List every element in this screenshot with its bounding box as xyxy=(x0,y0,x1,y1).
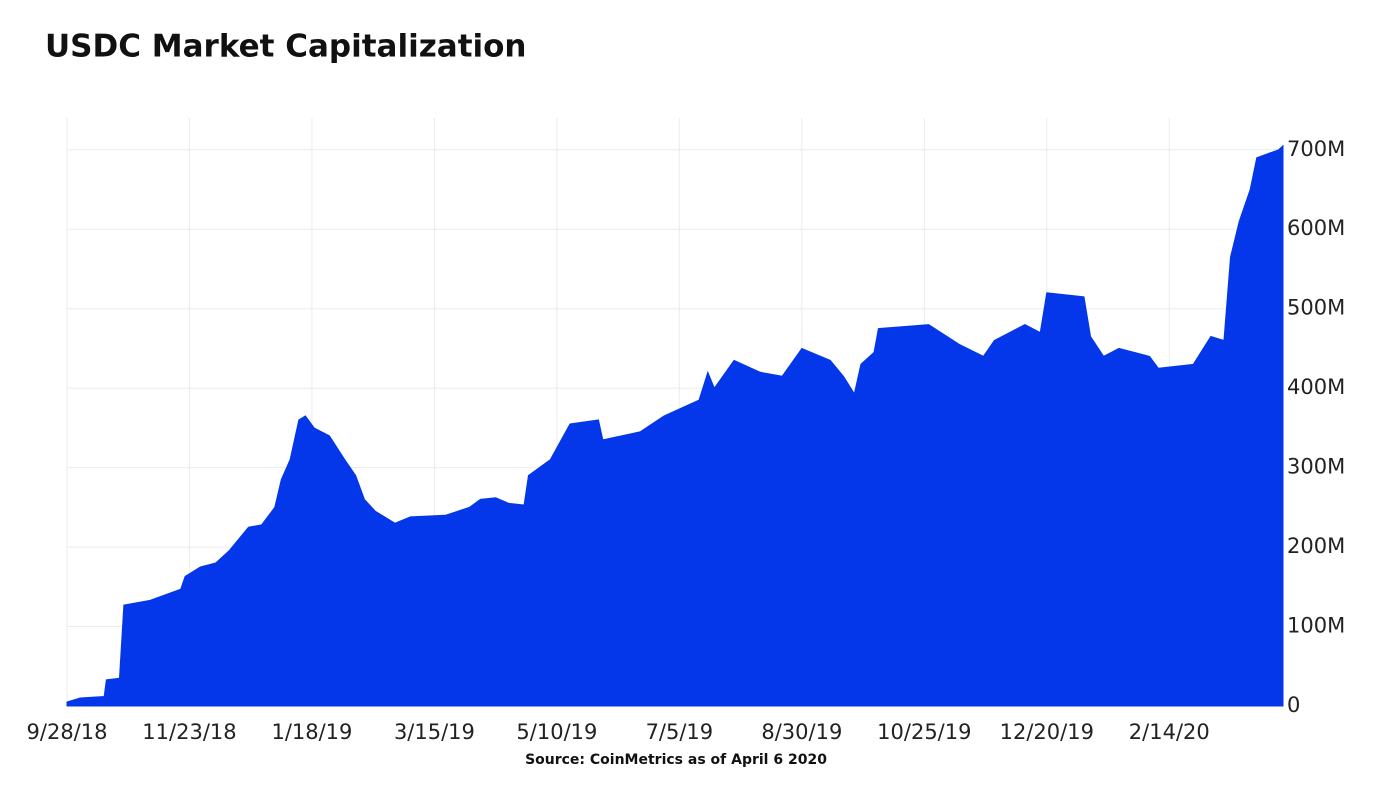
y-tick-label: 100M xyxy=(1287,614,1345,638)
y-tick-label: 0 xyxy=(1287,693,1300,717)
y-tick-label: 200M xyxy=(1287,534,1345,558)
y-tick-label: 500M xyxy=(1287,296,1345,320)
x-tick-label: 2/14/20 xyxy=(1129,720,1210,744)
y-tick-label: 300M xyxy=(1287,455,1345,479)
x-tick-label: 12/20/19 xyxy=(1000,720,1094,744)
chart-title: USDC Market Capitalization xyxy=(45,29,527,65)
x-tick-label: 1/18/19 xyxy=(271,720,352,744)
x-tick-label: 8/30/19 xyxy=(761,720,842,744)
area xyxy=(66,144,1284,707)
y-tick-label: 600M xyxy=(1287,216,1345,240)
y-tick-label: 700M xyxy=(1287,137,1345,161)
x-tick-label: 9/28/18 xyxy=(27,720,108,744)
y-tick-label: 400M xyxy=(1287,375,1345,399)
x-tick-label: 7/5/19 xyxy=(646,720,714,744)
source-note: Source: CoinMetrics as of April 6 2020 xyxy=(525,752,827,768)
x-tick-label: 11/23/18 xyxy=(142,720,236,744)
x-tick-label: 5/10/19 xyxy=(516,720,597,744)
x-tick-label: 3/15/19 xyxy=(394,720,475,744)
x-tick-label: 10/25/19 xyxy=(877,720,971,744)
